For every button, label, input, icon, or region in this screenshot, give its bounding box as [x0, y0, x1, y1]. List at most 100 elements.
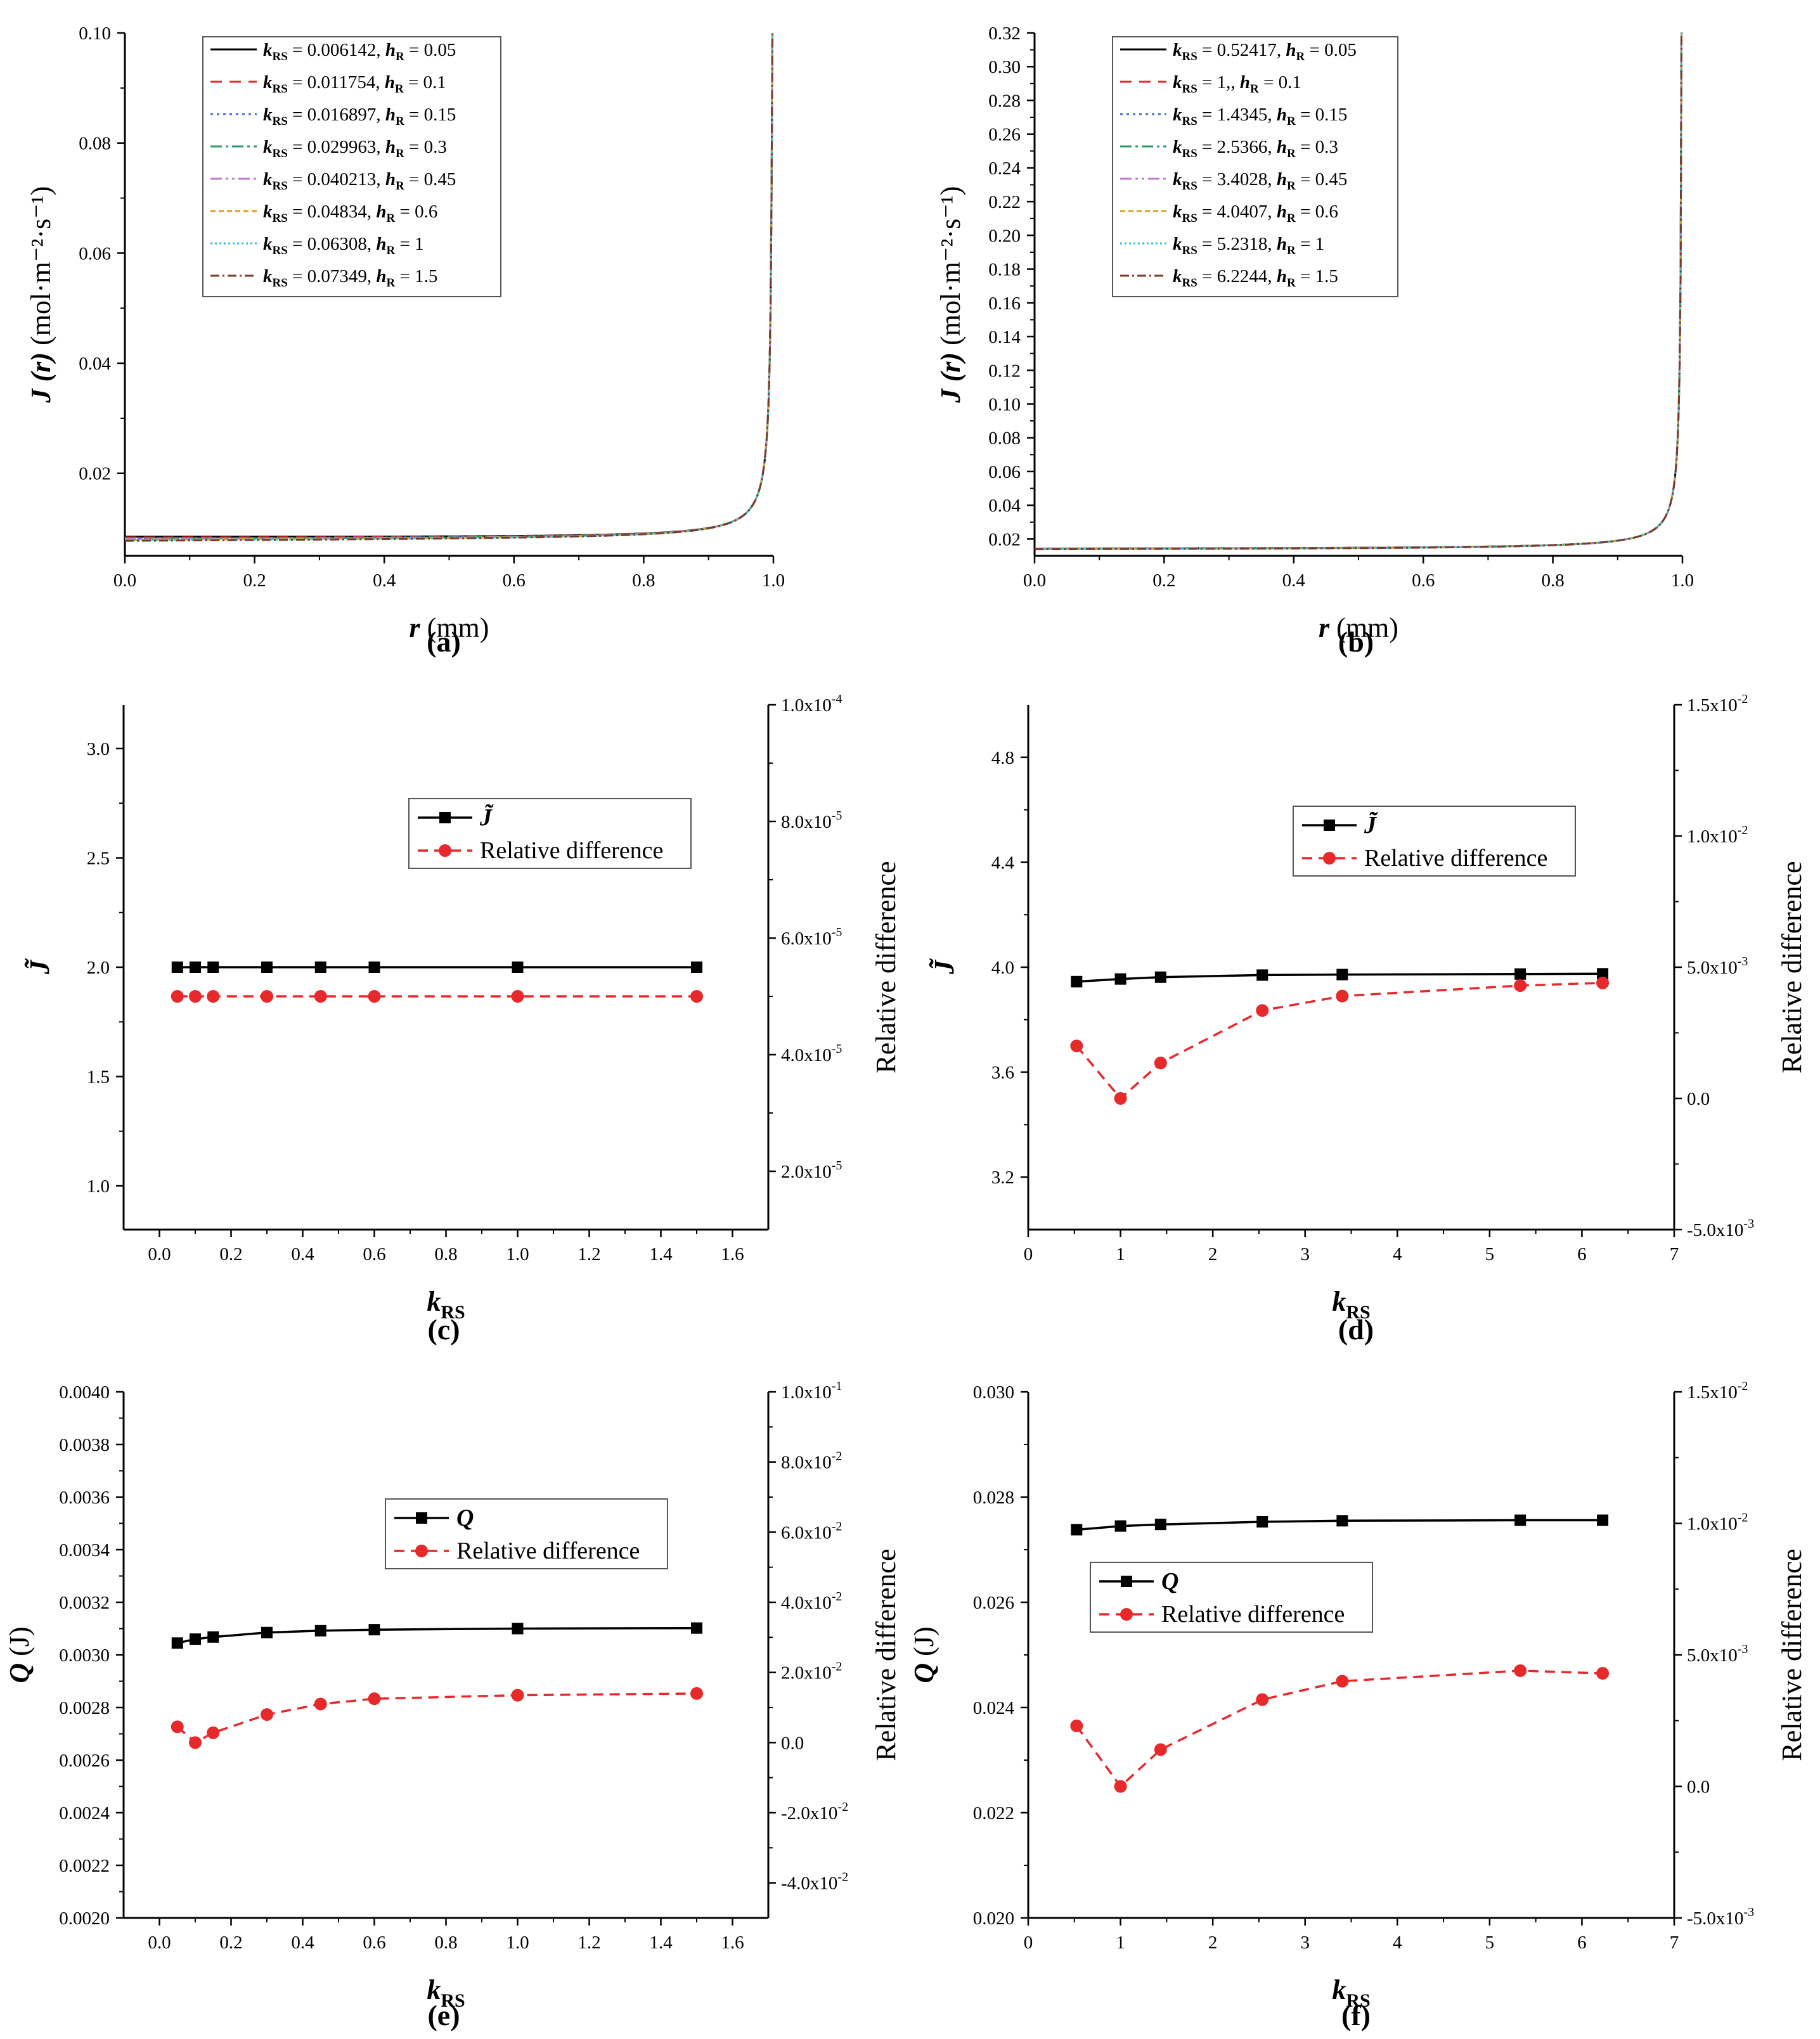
legend-entry: kRS = 1.4345, hR = 0.15: [1173, 105, 1347, 128]
y2-axis-label: Relative difference: [870, 1548, 901, 1761]
x-tick-label: 0.8: [632, 570, 655, 591]
x-tick-label: 1.0: [1671, 570, 1694, 591]
legend-marker: [1120, 1608, 1133, 1621]
y-tick-label: 0.04: [79, 354, 111, 374]
y-tick-label: 0.028: [973, 1488, 1014, 1508]
legend-entry: kRS = 5.2318, hR = 1: [1173, 234, 1324, 257]
data-point: [171, 1637, 183, 1649]
y-axis-label: J̃: [929, 958, 960, 975]
data-point: [261, 1626, 273, 1638]
data-point: [1596, 976, 1610, 989]
legend-entry: kRS = 0.040213, hR = 0.45: [263, 169, 456, 193]
y2-tick-label: -5.0x10-3: [1687, 1905, 1754, 1929]
y-tick-label: 0.0038: [59, 1435, 110, 1455]
x-tick-label: 0.2: [1152, 570, 1175, 591]
y-tick-label: 0.12: [988, 361, 1021, 381]
y-tick-label: 0.0034: [59, 1540, 110, 1560]
y-tick-label: 0.0022: [59, 1856, 110, 1876]
y-tick-label: 0.08: [988, 428, 1021, 449]
data-point: [1154, 971, 1166, 983]
y2-tick-label: 5.0x10-3: [1687, 955, 1748, 978]
y-tick-label: 0.024: [973, 1698, 1015, 1718]
x-tick-label: 1.2: [578, 1933, 600, 1953]
data-point: [1071, 1524, 1083, 1536]
data-point: [171, 1720, 184, 1733]
y-tick-label: 0.08: [79, 134, 111, 154]
y-tick-label: 0.06: [988, 462, 1021, 482]
data-point: [511, 990, 524, 1003]
x-tick-label: 4: [1393, 1933, 1402, 1953]
data-point: [261, 962, 273, 973]
x-axis-label: kRS: [1332, 1286, 1370, 1323]
y-axis-label: Q (J): [908, 1626, 939, 1683]
x-tick-label: 0.2: [219, 1244, 242, 1264]
legend-box: [385, 1498, 668, 1569]
data-point: [1336, 1515, 1348, 1527]
y2-axis-label: Relative difference: [870, 861, 901, 1073]
x-tick-label: 1.4: [649, 1933, 673, 1953]
data-point: [189, 1736, 202, 1749]
x-tick-label: 0: [1024, 1933, 1033, 1953]
data-point: [691, 962, 702, 973]
legend-entry: kRS = 0.016897, hR = 0.15: [263, 105, 456, 128]
data-point: [207, 990, 220, 1003]
data-point: [171, 990, 184, 1003]
data-point: [314, 990, 327, 1003]
panel-label: (c): [427, 1313, 460, 1346]
data-point: [171, 962, 183, 973]
x-tick-label: 0.4: [291, 1244, 314, 1264]
x-tick-label: 0.8: [434, 1244, 457, 1264]
panel-label: (f): [1341, 1999, 1371, 2031]
y-tick-label: 0.0032: [59, 1593, 110, 1613]
legend-entry: kRS = 0.52417, hR = 0.05: [1173, 40, 1357, 63]
chart-panel: 0.0 0.2 0.4 0.6 0.8 1.0 1.2 1.4 1.6 0.0020 0.0022 0…: [4, 1379, 901, 2031]
data-point: [1070, 1039, 1083, 1053]
data-point: [1597, 1514, 1609, 1526]
x-tick-label: 6: [1577, 1244, 1587, 1264]
legend-entry: kRS = 2.5366, hR = 0.3: [1173, 137, 1338, 160]
y-tick-label: 0.0020: [59, 1908, 110, 1929]
y-tick-label: 0.020: [973, 1908, 1014, 1929]
y2-tick-label: 5.0x10-3: [1687, 1642, 1748, 1666]
data-point: [207, 962, 219, 973]
data-point: [1154, 1057, 1167, 1070]
y-axis-label: Q (J): [4, 1626, 35, 1683]
y-tick-label: 0.022: [973, 1803, 1014, 1824]
y2-tick-label: 4.0x10-2: [781, 1590, 842, 1613]
data-point: [261, 1708, 273, 1721]
legend-entry: kRS = 0.04834, hR = 0.6: [263, 202, 437, 225]
legend-entry: kRS = 4.0407, hR = 0.6: [1173, 202, 1338, 225]
data-point: [314, 1697, 327, 1711]
y2-tick-label: 1.0x10-2: [1687, 823, 1748, 847]
x-axis-label: r (mm): [410, 612, 489, 643]
y-tick-label: 2.5: [87, 849, 110, 869]
x-tick-label: 0.6: [363, 1933, 385, 1953]
y-tick-label: 3.2: [991, 1167, 1014, 1188]
data-point: [1114, 973, 1126, 985]
series-line: [1034, 32, 1683, 551]
x-tick-label: 0.2: [219, 1933, 242, 1953]
x-tick-label: 5: [1485, 1244, 1495, 1264]
y-tick-label: 4.0: [991, 958, 1014, 978]
data-point: [511, 1688, 524, 1702]
x-tick-label: 1.0: [762, 570, 785, 591]
y2-axis-label: Relative difference: [1776, 1548, 1807, 1761]
series-line: [124, 32, 773, 542]
x-axis-label: kRS: [427, 1974, 465, 2011]
x-tick-label: 0.0: [1023, 570, 1046, 591]
data-point: [1154, 1743, 1167, 1756]
y2-axis-label: Relative difference: [1776, 861, 1807, 1073]
chart-panel: 0.0 0.2 0.4 0.6 0.8 1.0 0.02 0.04 0.06 0.08 0.10 r …: [25, 23, 785, 658]
y-tick-label: 0.24: [988, 158, 1021, 179]
y2-tick-label: 1.5x10-2: [1687, 1379, 1748, 1403]
data-point: [691, 1622, 702, 1634]
x-tick-label: 2: [1208, 1244, 1218, 1264]
x-tick-label: 0.4: [373, 570, 396, 591]
chart-panel: 0.0 0.2 0.4 0.6 0.8 1.0 0.02 0.04 0.06 0.08 0.10 0.…: [935, 23, 1694, 658]
data-point: [1256, 969, 1268, 981]
y2-tick-label: 2.0x10-5: [781, 1159, 842, 1182]
y2-tick-label: 0.0: [1687, 1777, 1710, 1798]
x-tick-label: 0.6: [363, 1244, 385, 1264]
legend-entry: kRS = 6.2244, hR = 1.5: [1173, 266, 1338, 290]
data-point: [1336, 968, 1348, 981]
